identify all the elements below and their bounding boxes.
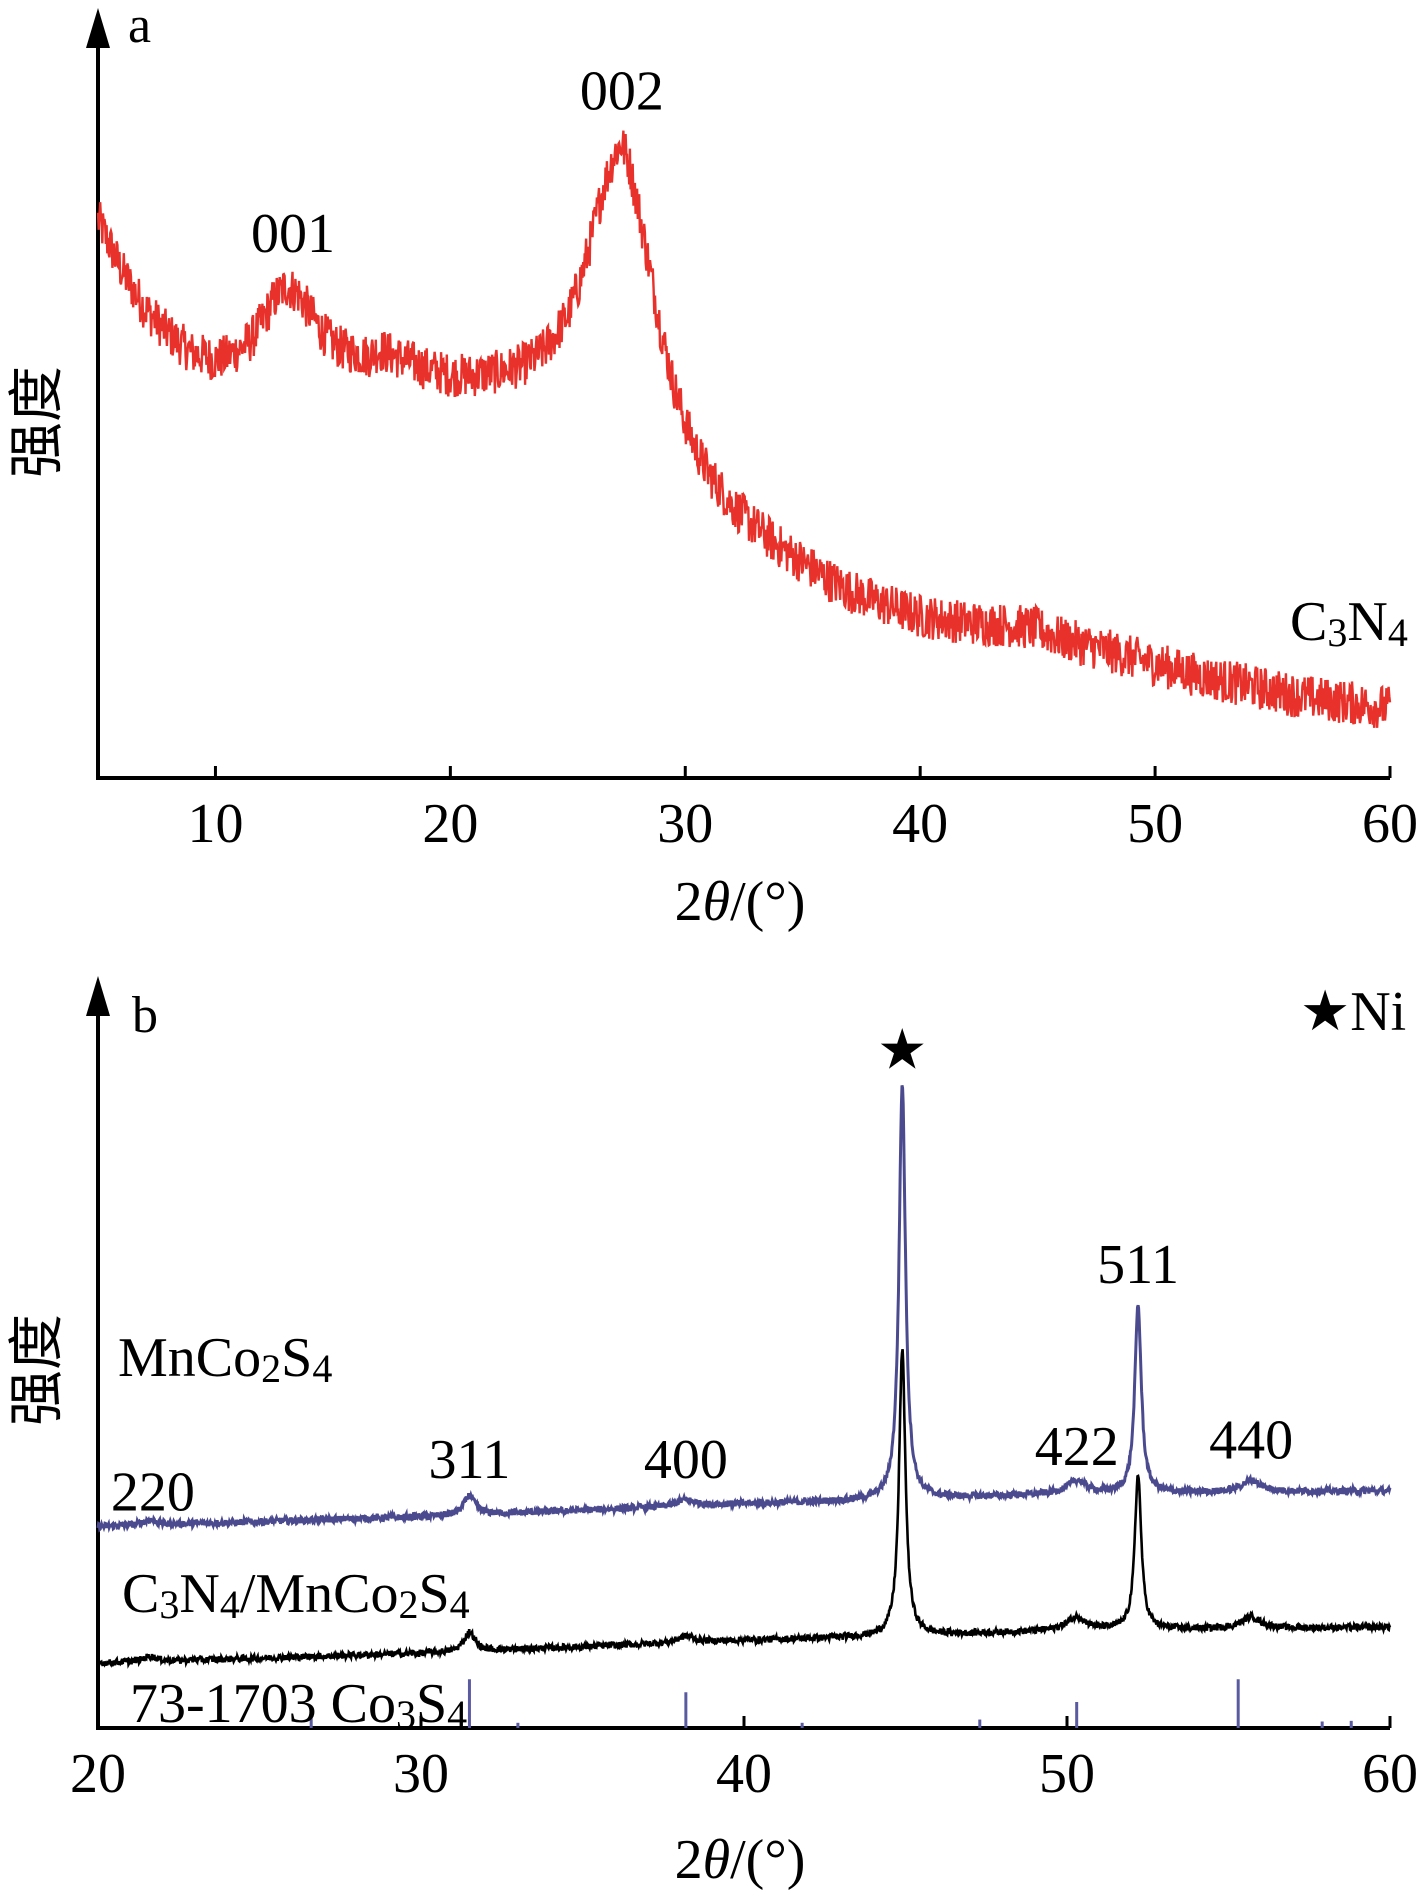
x-tick-label: 10: [187, 793, 243, 855]
panel-a: a 10 20 30 40 50 60 001 002 强度 2θ/(°) C3N4: [7, 0, 1417, 933]
series-line-c3n4-mnco2s4: [96, 1349, 1392, 1669]
panel-a-label: a: [128, 0, 151, 54]
series-label-c3n4-mnco2s4: C3N4/MnCo2S4: [122, 1563, 470, 1627]
panel-b-x-axis-label: 2θ/(°): [675, 1829, 806, 1891]
panel-b-x-ticks: 20 30 40 50 60: [70, 1716, 1417, 1805]
peak-label: 400: [644, 1429, 728, 1491]
panel-a-y-axis-label: 强度: [7, 366, 69, 478]
x-tick-label: 40: [716, 1743, 772, 1805]
peak-label: 422: [1035, 1416, 1119, 1478]
panel-a-annotations: 001 002: [251, 60, 664, 265]
series-line-c3n4: [96, 130, 1392, 728]
series-line-mnco2s4: [96, 1085, 1392, 1534]
panel-a-series: [96, 130, 1392, 728]
series-label-mnco2s4: MnCo2S4: [118, 1327, 332, 1391]
peak-label: 001: [251, 203, 335, 265]
x-tick-label: 20: [70, 1743, 126, 1805]
x-tick-label: 50: [1127, 793, 1183, 855]
peak-label: 311: [428, 1429, 510, 1491]
x-tick-label: 60: [1362, 1743, 1417, 1805]
peak-label: 440: [1209, 1409, 1293, 1471]
panel-a-y-axis-arrow: [86, 8, 110, 48]
series-label-c3n4: C3N4: [1290, 591, 1408, 655]
legend-ni: ★Ni: [1300, 981, 1406, 1043]
peak-label: 511: [1097, 1234, 1179, 1296]
peak-label: 220: [111, 1461, 195, 1523]
panel-b-series: [96, 1085, 1392, 1728]
x-tick-label: 40: [892, 793, 948, 855]
x-tick-label: 50: [1039, 1743, 1095, 1805]
panel-b-annotations: 220 311 400 ★ 422 511 440: [111, 1019, 1293, 1523]
panel-b: b 20 30 40 50 60 220 311 400 ★ 422 511 440 强度 2θ/(…: [7, 976, 1417, 1891]
peak-label: 002: [580, 60, 664, 122]
series-label-co3s4-reference: 73-1703 Co3S4: [130, 1673, 467, 1737]
panel-a-x-axis-label: 2θ/(°): [675, 871, 806, 933]
x-tick-label: 30: [657, 793, 713, 855]
panel-a-x-ticks: 10 20 30 40 50 60: [187, 766, 1417, 855]
x-tick-label: 30: [393, 1743, 449, 1805]
panel-b-label: b: [132, 987, 158, 1044]
ni-star-marker: ★: [877, 1019, 927, 1081]
panel-b-y-axis-arrow: [86, 976, 110, 1016]
x-tick-label: 60: [1362, 793, 1417, 855]
panel-b-y-axis-label: 强度: [7, 1314, 69, 1426]
x-tick-label: 20: [422, 793, 478, 855]
